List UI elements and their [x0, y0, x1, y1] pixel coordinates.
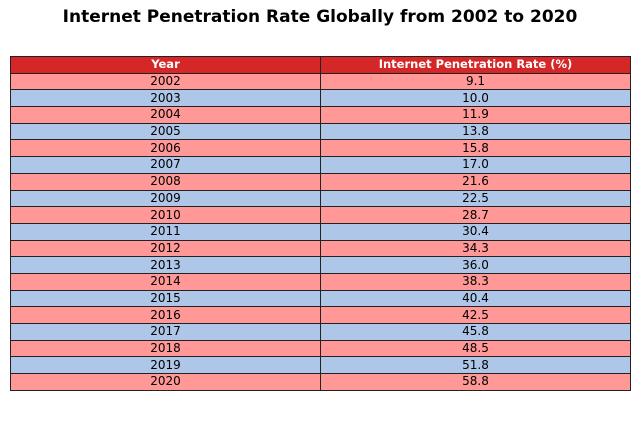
table-cell-rate: 22.5 [320, 189, 631, 208]
table-row: 2013 36.0 [10, 256, 631, 274]
table-cell-year: 2011 [10, 222, 321, 241]
table-cell-rate: 34.3 [320, 239, 631, 258]
table-row: 2009 22.5 [10, 189, 631, 208]
table-cell-rate: 21.6 [320, 172, 631, 191]
table-row: 2008 21.6 [10, 172, 631, 191]
table-row: 2014 38.3 [10, 272, 631, 291]
table-row: 2006 15.8 [10, 139, 631, 158]
table-cell-year: 2018 [10, 339, 321, 358]
table-cell-year: 2008 [10, 172, 321, 191]
table-cell-year: 2015 [10, 289, 321, 308]
table-cell-year: 2007 [10, 156, 321, 174]
table-body: 2002 9.1 2003 10.0 2004 11.9 2005 13.8 2006 15.8 2… [10, 72, 631, 391]
table-cell-year: 2002 [10, 72, 321, 91]
table-row: 2015 40.4 [10, 289, 631, 308]
table-row: 2017 45.8 [10, 323, 631, 341]
chart-title: Internet Penetration Rate Globally from … [62, 7, 578, 27]
table-row: 2002 9.1 [10, 72, 631, 91]
table-row: 2003 10.0 [10, 89, 631, 108]
table-cell-rate: 42.5 [320, 306, 631, 324]
table-row: 2007 17.0 [10, 156, 631, 174]
table-cell-year: 2019 [10, 356, 321, 375]
table-cell-rate: 38.3 [320, 272, 631, 291]
table-cell-rate: 13.8 [320, 122, 631, 141]
table-row: 2010 28.7 [10, 206, 631, 224]
table-cell-rate: 10.0 [320, 89, 631, 108]
table-cell-rate: 45.8 [320, 323, 631, 341]
table-row: 2016 42.5 [10, 306, 631, 324]
table-row: 2019 51.8 [10, 356, 631, 375]
table-cell-rate: 58.8 [320, 373, 631, 391]
table-cell-rate: 51.8 [320, 356, 631, 375]
table-cell-rate: 15.8 [320, 139, 631, 158]
table-cell-year: 2005 [10, 122, 321, 141]
table-cell-year: 2006 [10, 139, 321, 158]
table-row: 2004 11.9 [10, 106, 631, 124]
table-cell-rate: 9.1 [320, 72, 631, 91]
table-row: 2011 30.4 [10, 222, 631, 241]
table-row: 2012 34.3 [10, 239, 631, 258]
table-cell-year: 2003 [10, 89, 321, 108]
table-cell-rate: 28.7 [320, 206, 631, 224]
table-cell-year: 2009 [10, 189, 321, 208]
table-cell-year: 2016 [10, 306, 321, 324]
table-cell-rate: 36.0 [320, 256, 631, 274]
table-row: 2020 58.8 [10, 373, 631, 391]
table-cell-rate: 30.4 [320, 222, 631, 241]
table-row: 2018 48.5 [10, 339, 631, 358]
table-cell-year: 2010 [10, 206, 321, 224]
table-row: 2005 13.8 [10, 122, 631, 141]
table-cell-year: 2014 [10, 272, 321, 291]
column-header-rate: Internet Penetration Rate (%) [320, 56, 631, 74]
table-cell-year: 2012 [10, 239, 321, 258]
table-cell-rate: 17.0 [320, 156, 631, 174]
table-cell-rate: 48.5 [320, 339, 631, 358]
table-cell-rate: 40.4 [320, 289, 631, 308]
table-cell-year: 2020 [10, 373, 321, 391]
table-cell-year: 2013 [10, 256, 321, 274]
data-table: Year Internet Penetration Rate (%) 2002 9… [10, 56, 631, 391]
table-cell-year: 2017 [10, 323, 321, 341]
column-header-year: Year [10, 56, 321, 74]
table-cell-rate: 11.9 [320, 106, 631, 124]
table-header-row: Year Internet Penetration Rate (%) [10, 56, 631, 74]
table-cell-year: 2004 [10, 106, 321, 124]
